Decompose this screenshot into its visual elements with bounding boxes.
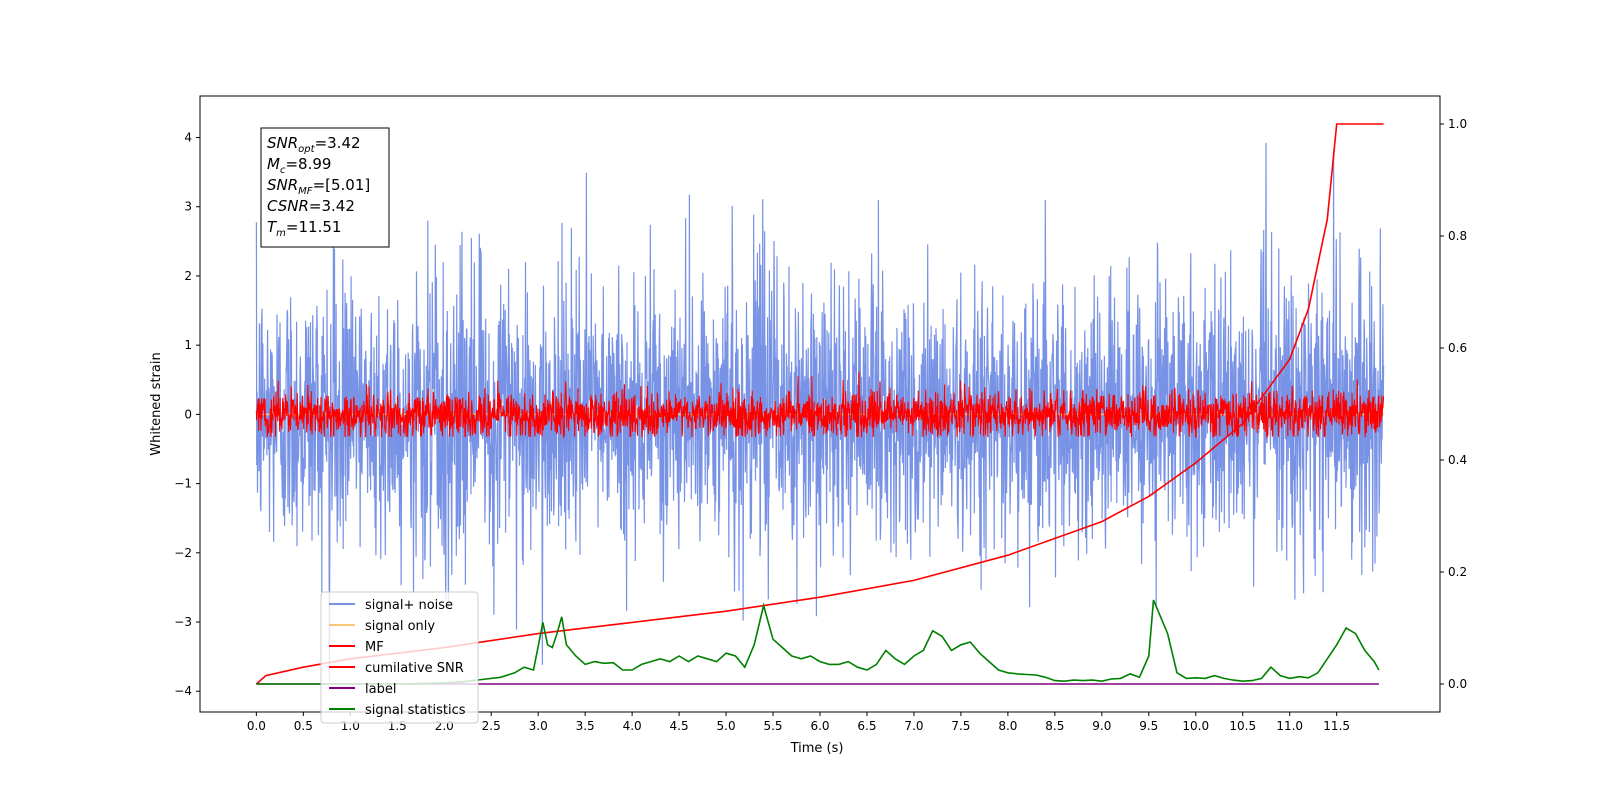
annotation-line: SNRMF=[5.01] — [267, 176, 370, 197]
x-tick-label: 7.0 — [904, 719, 923, 733]
y-axis-left: 4 3 2 1 0 −1 −2 −3 −4 — [174, 131, 200, 698]
annotation-frame — [260, 127, 390, 248]
legend-label: cumilative SNR — [365, 661, 464, 676]
annotation-line: SNRopt=3.42 — [267, 134, 361, 155]
y2-tick-label: 1.0 — [1448, 117, 1467, 131]
y-tick-label: −3 — [174, 615, 192, 629]
y-tick-label: −4 — [174, 684, 192, 698]
y-tick-label: 2 — [184, 269, 192, 283]
y2-tick-label: 0.2 — [1448, 565, 1467, 579]
x-tick-label: 7.5 — [951, 719, 970, 733]
x-tick-label: 9.0 — [1092, 719, 1111, 733]
x-tick-label: 6.5 — [857, 719, 876, 733]
x-tick-label: 5.0 — [717, 719, 736, 733]
x-tick-label: 10.0 — [1182, 719, 1209, 733]
series-signal-noise — [255, 142, 1385, 682]
y2-tick-label: 0.6 — [1448, 341, 1467, 355]
x-tick-label: 9.5 — [1139, 719, 1158, 733]
y-tick-label: 3 — [184, 200, 192, 214]
y-axis-right: 1.0 0.8 0.6 0.4 0.2 0.0 — [1440, 117, 1467, 691]
y2-tick-label: 0.4 — [1448, 453, 1467, 467]
x-tick-label: 0.5 — [294, 719, 313, 733]
x-tick-label: 8.5 — [1045, 719, 1064, 733]
y-tick-label: −2 — [174, 546, 192, 560]
y-tick-label: 4 — [184, 131, 192, 145]
series-signal-statistics — [256, 599, 1380, 685]
legend-label: signal+ noise — [365, 598, 453, 613]
series-mf — [255, 371, 1385, 439]
x-tick-label: 5.5 — [763, 719, 782, 733]
x-tick-label: 3.5 — [576, 719, 595, 733]
y-axis-label: Whitened strain — [149, 352, 164, 455]
legend: signal+ noise signal only MF cumilative SNR… — [320, 591, 479, 724]
annotation-line: CSNR=3.42 — [267, 197, 355, 215]
x-axis-label: Time (s) — [790, 741, 844, 756]
legend-frame — [320, 591, 479, 724]
y-tick-label: 0 — [184, 407, 192, 421]
x-tick-label: 11.0 — [1276, 719, 1303, 733]
y-tick-label: 1 — [184, 338, 192, 352]
x-tick-label: 8.0 — [998, 719, 1017, 733]
annotation-line: Tm=11.51 — [267, 218, 341, 239]
annotation-line: Mc=8.99 — [267, 155, 331, 176]
x-tick-label: 4.0 — [623, 719, 642, 733]
x-tick-label: 10.5 — [1229, 719, 1256, 733]
x-tick-label: 0.0 — [247, 719, 266, 733]
y-tick-label: −1 — [174, 477, 192, 491]
y2-tick-label: 0.8 — [1448, 229, 1467, 243]
legend-label: signal statistics — [365, 703, 466, 718]
legend-label: signal only — [365, 619, 435, 634]
x-tick-label: 3.0 — [529, 719, 548, 733]
x-tick-label: 11.5 — [1323, 719, 1350, 733]
x-axis: 0.0 0.5 1.0 1.5 2.0 2.5 3.0 3.5 4.0 4.5 5.0 5.5 6.0 6… — [247, 712, 1350, 733]
legend-label: label — [365, 682, 396, 697]
x-tick-label: 2.5 — [482, 719, 501, 733]
x-tick-label: 4.5 — [670, 719, 689, 733]
x-tick-label: 6.0 — [810, 719, 829, 733]
legend-label: MF — [365, 640, 384, 655]
y2-tick-label: 0.0 — [1448, 677, 1467, 691]
